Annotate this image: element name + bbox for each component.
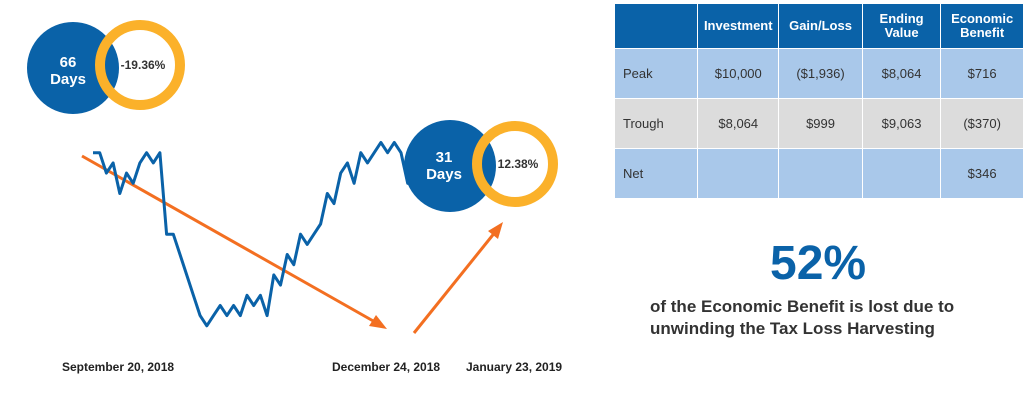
cell-economic-benefit: $346: [941, 149, 1023, 198]
decline-days-circle: [27, 22, 119, 114]
table-row: Net $346: [615, 149, 1023, 198]
cell-investment: $8,064: [698, 99, 779, 148]
decline-return-ring: [95, 20, 185, 110]
decline-days-number: 66: [60, 54, 77, 71]
recovery-days-label: Days: [426, 166, 462, 183]
header-gain-loss: Gain/Loss: [779, 4, 862, 48]
recovery-return-ring: [472, 121, 558, 207]
economic-benefit-table: Investment Gain/Loss Ending Value Econom…: [614, 3, 1024, 199]
cell-ending-value: $9,063: [862, 99, 941, 148]
x-label-start: September 20, 2018: [62, 360, 175, 374]
downtrend-arrow-line: [81, 154, 376, 324]
cell-economic-benefit: $716: [941, 49, 1023, 98]
cell-ending-value: [862, 149, 941, 198]
decline-days-label: Days: [50, 71, 86, 88]
cell-gain-loss: [779, 149, 862, 198]
header-investment: Investment: [698, 4, 779, 48]
uptrend-arrow-head: [488, 222, 503, 239]
table-row: Peak $10,000 ($1,936) $8,064 $716: [615, 49, 1023, 98]
cell-investment: [698, 149, 779, 198]
header-blank: [615, 4, 698, 48]
x-label-end: January 23, 2019: [466, 360, 563, 374]
cell-gain-loss: ($1,936): [779, 49, 862, 98]
recovery-callout: 31 Days 12.38%: [404, 120, 558, 212]
cell-gain-loss: $999: [779, 99, 862, 148]
header-economic-benefit: Economic Benefit: [941, 4, 1023, 48]
highlight-caption: of the Economic Benefit is lost due to u…: [650, 297, 955, 338]
x-label-trough: December 24, 2018: [332, 360, 441, 374]
recovery-return-value: 12.38%: [498, 157, 539, 171]
recovery-days-circle: [404, 120, 496, 212]
row-label: Peak: [615, 49, 698, 98]
row-label: Net: [615, 149, 698, 198]
uptrend-arrow-line: [412, 230, 498, 334]
recovery-days-number: 31: [436, 149, 453, 166]
highlight-percentage: 52%: [770, 237, 867, 290]
row-label: Trough: [615, 99, 698, 148]
table-row: Trough $8,064 $999 $9,063 ($370): [615, 99, 1023, 148]
decline-callout: 66 Days -19.36%: [27, 20, 185, 114]
header-ending-value: Ending Value: [862, 4, 941, 48]
cell-ending-value: $8,064: [862, 49, 941, 98]
cell-economic-benefit: ($370): [941, 99, 1023, 148]
market-chart: 66 Days -19.36% 31 Days 12.38%: [27, 20, 558, 334]
downtrend-arrow-head: [369, 315, 387, 329]
decline-return-value: -19.36%: [121, 58, 166, 72]
cell-investment: $10,000: [698, 49, 779, 98]
